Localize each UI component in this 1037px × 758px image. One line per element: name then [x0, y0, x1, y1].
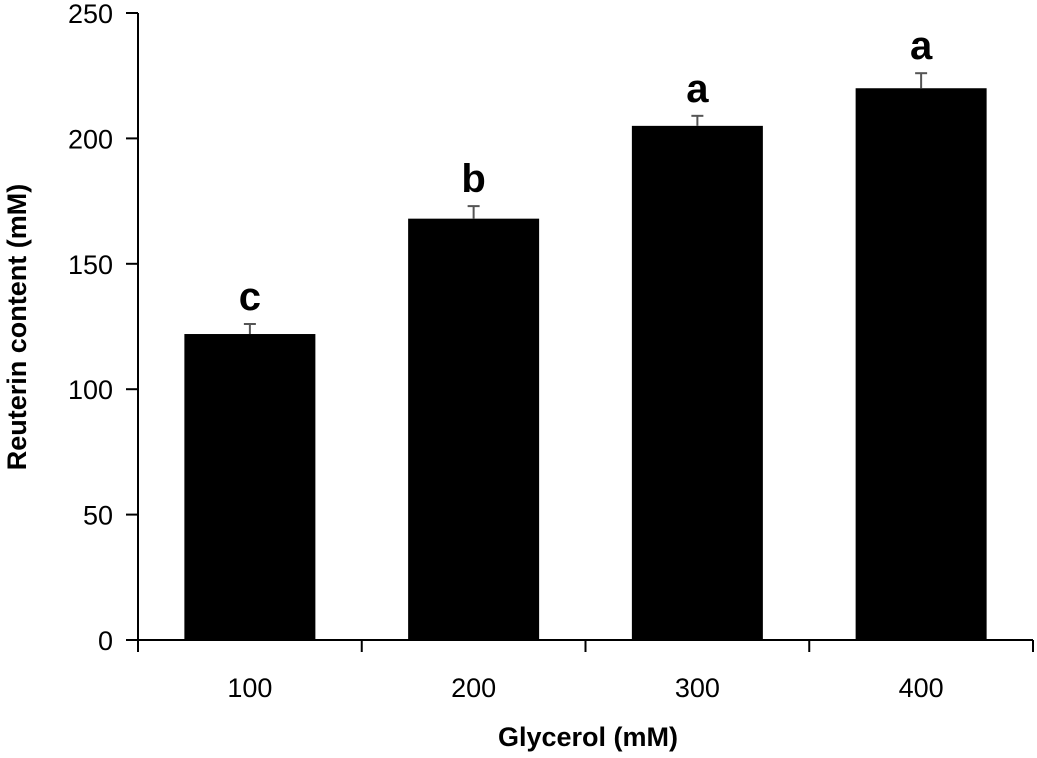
y-axis-title: Reuterin content (mM)	[2, 184, 32, 471]
bar	[855, 88, 987, 641]
axes-group	[137, 13, 1033, 641]
x-tick-label: 200	[451, 673, 496, 703]
x-tick-label: 100	[227, 673, 272, 703]
significance-letter: c	[239, 275, 261, 319]
significance-letter: a	[910, 24, 933, 68]
significance-letter: a	[686, 67, 709, 111]
y-tick-label: 100	[68, 375, 113, 405]
y-tick-label: 200	[68, 124, 113, 154]
y-tick-label: 250	[68, 0, 113, 29]
bar	[631, 125, 763, 641]
significance-letter: b	[461, 157, 485, 201]
y-tick-label: 50	[83, 501, 113, 531]
x-tick-label: 400	[899, 673, 944, 703]
y-axis-ticks: 0 50 100 150 200 250	[68, 0, 138, 656]
bars-group	[184, 88, 987, 641]
error-bars-group	[243, 72, 928, 335]
x-tick-label: 300	[675, 673, 720, 703]
x-axis-ticks: 100 200 300 400	[137, 640, 1034, 703]
y-tick-label: 0	[98, 626, 113, 656]
bar	[184, 334, 316, 640]
significance-labels: c b a a	[239, 24, 933, 319]
bar	[408, 218, 540, 640]
x-axis-title: Glycerol (mM)	[498, 722, 678, 752]
y-tick-label: 150	[68, 250, 113, 280]
